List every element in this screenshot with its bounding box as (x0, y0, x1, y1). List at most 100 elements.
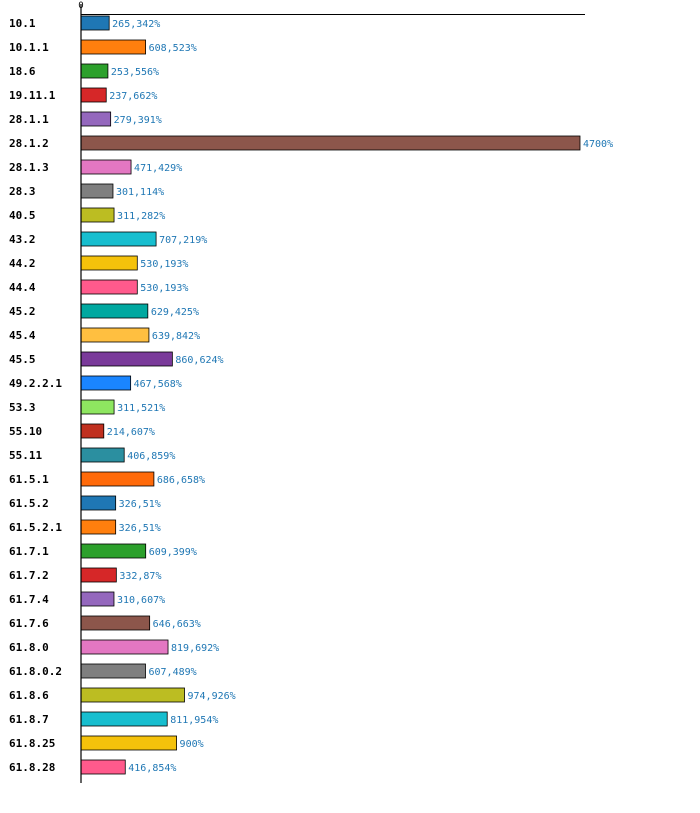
bar-61.5.2.1 (80, 519, 117, 535)
value-label-28.3: 301,114% (116, 187, 164, 198)
category-label-45.4: 45.4 (9, 329, 36, 342)
bars-group (80, 15, 581, 775)
bar-10.1.1 (80, 39, 147, 55)
category-label-55.10: 55.10 (9, 425, 42, 438)
value-label-55.11: 406,859% (127, 451, 175, 462)
category-label-18.6: 18.6 (9, 65, 36, 78)
category-label-61.8.28: 61.8.28 (9, 761, 55, 774)
bar-28.1.3 (80, 159, 132, 175)
value-label-61.8.7: 811,954% (170, 715, 218, 726)
value-label-55.10: 214,607% (107, 427, 155, 438)
value-label-19.11.1: 237,662% (109, 91, 157, 102)
bar-28.3 (80, 183, 114, 199)
value-label-53.3: 311,521% (117, 403, 165, 414)
category-label-61.8.0: 61.8.0 (9, 641, 49, 654)
category-label-28.1.2: 28.1.2 (9, 137, 49, 150)
value-label-28.1.3: 471,429% (134, 163, 182, 174)
value-label-61.8.0.2: 607,489% (148, 667, 196, 678)
category-label-61.5.2.1: 61.5.2.1 (9, 521, 62, 534)
category-label-44.4: 44.4 (9, 281, 36, 294)
value-label-45.2: 629,425% (151, 307, 199, 318)
value-label-61.7.1: 609,399% (149, 547, 197, 558)
bar-44.2 (80, 255, 138, 271)
category-label-10.1.1: 10.1.1 (9, 41, 49, 54)
bar-61.7.2 (80, 567, 117, 583)
bar-61.8.25 (80, 735, 177, 751)
category-label-49.2.2.1: 49.2.2.1 (9, 377, 62, 390)
value-label-43.2: 707,219% (159, 235, 207, 246)
value-label-45.5: 860,624% (175, 355, 223, 366)
bar-28.1.1 (80, 111, 112, 127)
category-label-61.7.2: 61.7.2 (9, 569, 49, 582)
value-label-61.8.25: 900% (180, 739, 204, 750)
bar-28.1.2 (80, 135, 581, 151)
x-tick-label-0: 0 (78, 1, 83, 11)
category-labels-group: 10.1 10.1.1 18.6 19.11.1 28.1.1 28.1.2 28.1.3 2… (9, 17, 62, 774)
value-label-61.5.1: 686,658% (157, 475, 205, 486)
category-label-61.8.0.2: 61.8.0.2 (9, 665, 62, 678)
value-label-10.1: 265,342% (112, 19, 160, 30)
value-label-49.2.2.1: 467,568% (134, 379, 182, 390)
category-label-43.2: 43.2 (9, 233, 36, 246)
bar-55.10 (80, 423, 105, 439)
bar-61.8.7 (80, 711, 168, 727)
value-label-61.8.28: 416,854% (128, 763, 176, 774)
category-label-61.5.2: 61.5.2 (9, 497, 49, 510)
category-label-61.8.6: 61.8.6 (9, 689, 49, 702)
bar-18.6 (80, 63, 109, 79)
category-label-55.11: 55.11 (9, 449, 42, 462)
category-label-40.5: 40.5 (9, 209, 36, 222)
bar-61.5.1 (80, 471, 155, 487)
value-label-45.4: 639,842% (152, 331, 200, 342)
bar-10.1 (80, 15, 110, 31)
value-label-40.5: 311,282% (117, 211, 165, 222)
bar-45.2 (80, 303, 149, 319)
value-label-61.5.2: 326,51% (119, 499, 161, 510)
value-label-28.1.2: 4700% (583, 139, 613, 150)
bar-53.3 (80, 399, 115, 415)
value-label-44.4: 530,193% (140, 283, 188, 294)
bar-49.2.2.1 (80, 375, 132, 391)
category-label-61.7.6: 61.7.6 (9, 617, 49, 630)
category-label-61.8.25: 61.8.25 (9, 737, 55, 750)
bar-61.5.2 (80, 495, 117, 511)
category-label-61.8.7: 61.8.7 (9, 713, 49, 726)
value-label-61.7.4: 310,607% (117, 595, 165, 606)
value-label-61.7.6: 646,663% (153, 619, 201, 630)
category-label-61.5.1: 61.5.1 (9, 473, 49, 486)
value-label-10.1.1: 608,523% (149, 43, 197, 54)
value-label-61.5.2.1: 326,51% (119, 523, 161, 534)
bar-61.7.1 (80, 543, 147, 559)
bar-45.5 (80, 351, 173, 367)
category-label-28.1.1: 28.1.1 (9, 113, 49, 126)
value-labels-group: 265,342% 608,523% 253,556% 237,662% 279,391%… (107, 19, 613, 774)
category-label-61.7.4: 61.7.4 (9, 593, 49, 606)
bar-43.2 (80, 231, 157, 247)
category-label-10.1: 10.1 (9, 17, 36, 30)
bar-44.4 (80, 279, 138, 295)
value-label-61.7.2: 332,87% (119, 571, 161, 582)
category-label-53.3: 53.3 (9, 401, 36, 414)
value-label-44.2: 530,193% (140, 259, 188, 270)
category-label-61.7.1: 61.7.1 (9, 545, 49, 558)
bar-61.8.28 (80, 759, 126, 775)
bar-61.8.6 (80, 687, 185, 703)
bar-61.8.0 (80, 639, 169, 655)
category-label-45.5: 45.5 (9, 353, 36, 366)
category-label-45.2: 45.2 (9, 305, 36, 318)
value-label-61.8.6: 974,926% (188, 691, 236, 702)
bar-61.7.6 (80, 615, 151, 631)
value-label-18.6: 253,556% (111, 67, 159, 78)
bar-55.11 (80, 447, 125, 463)
value-label-28.1.1: 279,391% (114, 115, 162, 126)
bar-19.11.1 (80, 87, 107, 103)
category-label-28.3: 28.3 (9, 185, 36, 198)
bar-40.5 (80, 207, 115, 223)
category-label-28.1.3: 28.1.3 (9, 161, 49, 174)
category-label-19.11.1: 19.11.1 (9, 89, 56, 102)
bar-61.7.4 (80, 591, 115, 607)
category-label-44.2: 44.2 (9, 257, 36, 270)
bar-45.4 (80, 327, 150, 343)
value-label-61.8.0: 819,692% (171, 643, 219, 654)
